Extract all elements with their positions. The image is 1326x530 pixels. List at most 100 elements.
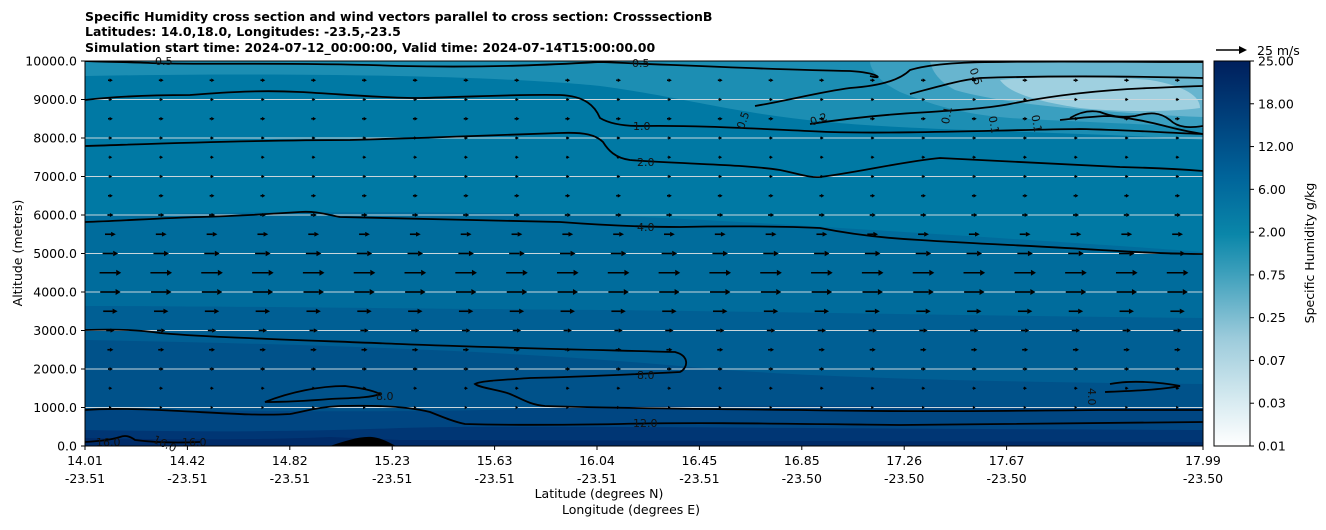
wind-vector-head (1125, 116, 1130, 121)
wind-vector-head (973, 174, 977, 179)
wind-vector-head (617, 155, 621, 160)
wind-vector-head (1176, 193, 1180, 198)
wind-vector-head (1024, 386, 1027, 391)
contour-line-8.0 (85, 328, 1203, 413)
wind-vector-head (414, 97, 418, 102)
wind-vector-head (926, 250, 932, 257)
wind-vector-head (160, 367, 164, 371)
wind-vector-head (668, 174, 672, 179)
wind-vector-head (566, 386, 570, 391)
wind-vector-head (871, 136, 875, 140)
wind-vector-head (821, 116, 825, 121)
wind-vector-head (109, 78, 113, 83)
wind-vector-head (725, 289, 731, 295)
wind-vector-head (820, 386, 824, 391)
contour-label: 16.0 (182, 436, 207, 449)
wind-vector-head (109, 155, 113, 160)
wind-vector-head (668, 136, 672, 140)
wind-vector-head (1131, 289, 1137, 295)
wind-vector-head (312, 405, 315, 410)
wind-vector-head (369, 289, 375, 295)
contour-label: 0.1 (939, 106, 955, 125)
y-axis-label: Altitude (meters) (10, 200, 25, 307)
wind-vector-head (1177, 347, 1181, 352)
wind-vector-head (875, 250, 881, 257)
wind-vector-head (516, 213, 520, 217)
wind-vector-head (566, 116, 571, 121)
wind-vector-head (719, 155, 723, 160)
contour-line-16.0 (85, 435, 201, 444)
wind-vector-head (414, 155, 418, 160)
colorbar-tick-label: 25.00 (1258, 54, 1294, 69)
x-tick-label-lat: 16.45 (682, 453, 718, 468)
wind-vector-head (719, 347, 724, 352)
x-tick-label-lon: -23.50 (1183, 471, 1223, 486)
wind-vector-head (268, 269, 274, 276)
wind-vector-head (1126, 328, 1131, 333)
wind-vector-head (160, 386, 164, 391)
wind-vector-head (668, 213, 673, 217)
wind-vector-head (160, 97, 164, 102)
wind-vector-head (928, 289, 934, 295)
wind-vector-head (668, 367, 672, 371)
wind-vector-head (821, 193, 825, 198)
wind-vector-head (1176, 155, 1180, 160)
x-tick-label-lat: 16.04 (579, 453, 615, 468)
wind-vector-head (166, 289, 172, 295)
wind-vector-head (566, 405, 569, 410)
wind-vector-head (617, 78, 621, 83)
wind-vector-head (261, 155, 265, 160)
wind-vector-head (668, 347, 673, 352)
wind-vector-head (617, 174, 621, 179)
wind-vector-head (211, 367, 215, 371)
wind-vector-head (617, 405, 620, 410)
wind-vector-head (516, 193, 520, 198)
wind-vector-head (670, 231, 675, 237)
wind-vector-head (668, 155, 672, 160)
wind-vector-head (466, 328, 471, 333)
wind-vector-head (719, 97, 723, 102)
wind-vector-head (872, 213, 876, 217)
wind-vector-head (1126, 213, 1130, 217)
colorbar-tick-label: 2.00 (1258, 225, 1286, 240)
wind-vector-head (1125, 367, 1130, 371)
wind-vector-head (1126, 347, 1130, 352)
contour-line-4.0-right (1104, 380, 1181, 393)
wind-vector-head (566, 155, 570, 160)
wind-vector-head (1176, 367, 1180, 371)
wind-vector-head (319, 269, 325, 276)
wind-vector-head (827, 269, 833, 276)
wind-vector-head (365, 231, 370, 237)
colorbar-tick-label: 0.75 (1258, 267, 1286, 282)
wind-vector-head (1024, 136, 1027, 140)
wind-vector-head (1125, 136, 1129, 140)
wind-vector-head (668, 386, 672, 391)
wind-vector-head (618, 213, 622, 217)
wind-vector-head (312, 155, 316, 160)
wind-vector-head (210, 155, 214, 160)
wind-vector-head (874, 308, 880, 314)
wind-vector-head (873, 231, 879, 237)
wind-vector-head (214, 250, 220, 257)
wind-vector-head (1024, 97, 1027, 102)
wind-vector-head (1125, 193, 1130, 198)
wind-vector-head (471, 289, 477, 295)
wind-vector-head (363, 193, 367, 198)
wind-vector-head (1025, 328, 1030, 333)
wind-vector-head (674, 289, 680, 295)
wind-vector-head (167, 269, 173, 276)
wind-vector-head (821, 367, 825, 371)
wind-vector-head (827, 289, 833, 295)
x-tick-label-lon: -23.50 (884, 471, 924, 486)
wind-vector-head (268, 289, 274, 295)
wind-vector-head (922, 386, 926, 391)
wind-vector-head (821, 213, 825, 217)
contour-line-2.0 (85, 131, 1203, 179)
wind-vector-head (1176, 136, 1180, 140)
wind-vector-head (420, 289, 426, 295)
x-tick-label-lon: -23.51 (372, 471, 412, 486)
x-tick-label-lat: 15.23 (374, 453, 410, 468)
wind-vector-head (974, 328, 979, 333)
wind-vector-head (668, 193, 672, 198)
colorbar-tick-label: 18.00 (1258, 96, 1294, 111)
